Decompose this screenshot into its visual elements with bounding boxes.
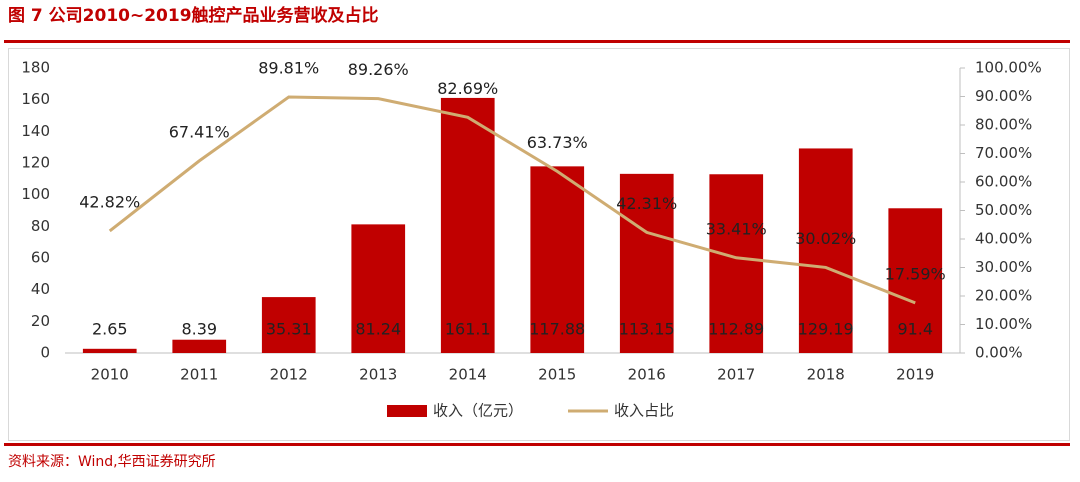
x-tick-label: 2015 (538, 366, 576, 384)
y-tick-label: 120 (21, 154, 50, 172)
source-note: 资料来源：Wind,华西证券研究所 (8, 454, 216, 470)
line-value-label: 17.59% (885, 264, 946, 283)
line-value-label: 63.73% (527, 133, 588, 152)
x-tick-label: 2016 (628, 366, 666, 384)
y-tick-label: 180 (21, 59, 50, 77)
line-value-label: 89.26% (348, 60, 409, 79)
line-value-label: 33.41% (706, 219, 767, 238)
y2-tick-label: 10.00% (975, 315, 1032, 333)
x-tick-label: 2014 (449, 366, 487, 384)
y-tick-label: 40 (31, 280, 50, 298)
y-tick-label: 60 (31, 249, 50, 267)
chart-border (8, 48, 1070, 441)
y2-tick-label: 70.00% (975, 144, 1032, 162)
x-tick-label: 2013 (359, 366, 397, 384)
x-tick-label: 2012 (270, 366, 308, 384)
chart-title: 图 7 公司2010~2019触控产品业务营收及占比 (8, 5, 379, 26)
line-value-label: 82.69% (437, 79, 498, 98)
y-tick-label: 140 (21, 122, 50, 140)
bar (82, 348, 137, 353)
bar (798, 148, 853, 353)
y2-tick-label: 60.00% (975, 173, 1032, 191)
y2-tick-label: 40.00% (975, 230, 1032, 248)
legend-swatch (387, 405, 427, 417)
bar-value-label: 129.19 (798, 320, 854, 339)
bar-value-label: 161.1 (445, 320, 491, 339)
line-value-label: 42.82% (79, 192, 140, 211)
legend-label: 收入占比 (614, 402, 674, 420)
line-value-label: 67.41% (169, 122, 230, 141)
y2-tick-label: 50.00% (975, 201, 1032, 219)
line (108, 95, 916, 305)
bar-value-label: 117.88 (529, 320, 585, 339)
bar (172, 339, 227, 353)
y2-tick-label: 20.00% (975, 287, 1032, 305)
x-tick-label: 2017 (717, 366, 755, 384)
y2-tick-label: 80.00% (975, 116, 1032, 134)
bar (888, 208, 943, 353)
bar (440, 97, 495, 353)
bar-value-label: 2.65 (92, 320, 128, 339)
x-tick-label: 2011 (180, 366, 218, 384)
bar (709, 174, 764, 353)
line-value-label: 89.81% (258, 59, 319, 78)
y2-tick-label: 100.00% (975, 59, 1042, 77)
bar (351, 224, 406, 353)
y2-tick-label: 90.00% (975, 87, 1032, 105)
bar-value-label: 113.15 (619, 320, 675, 339)
title-rule (4, 40, 1070, 43)
bar (261, 297, 316, 353)
line-value-label: 30.02% (795, 229, 856, 248)
y-tick-label: 20 (31, 312, 50, 330)
y-tick-label: 0 (40, 344, 50, 362)
bar-value-label: 35.31 (266, 320, 312, 339)
line-value-label: 42.31% (616, 194, 677, 213)
bar (619, 173, 674, 353)
bar-value-label: 91.4 (897, 320, 933, 339)
y-tick-label: 80 (31, 217, 50, 235)
x-tick-label: 2010 (91, 366, 129, 384)
y-tick-label: 160 (21, 90, 50, 108)
bar (530, 166, 585, 353)
x-tick-label: 2019 (896, 366, 934, 384)
bar-value-label: 81.24 (355, 320, 401, 339)
y2-tick-label: 30.00% (975, 258, 1032, 276)
source-rule (4, 443, 1070, 446)
y-tick-label: 100 (21, 185, 50, 203)
x-tick-label: 2018 (807, 366, 845, 384)
y2-tick-label: 0.00% (975, 344, 1023, 362)
bar-value-label: 8.39 (181, 320, 217, 339)
legend-label: 收入（亿元） (433, 402, 523, 420)
bar-value-label: 112.89 (708, 320, 764, 339)
